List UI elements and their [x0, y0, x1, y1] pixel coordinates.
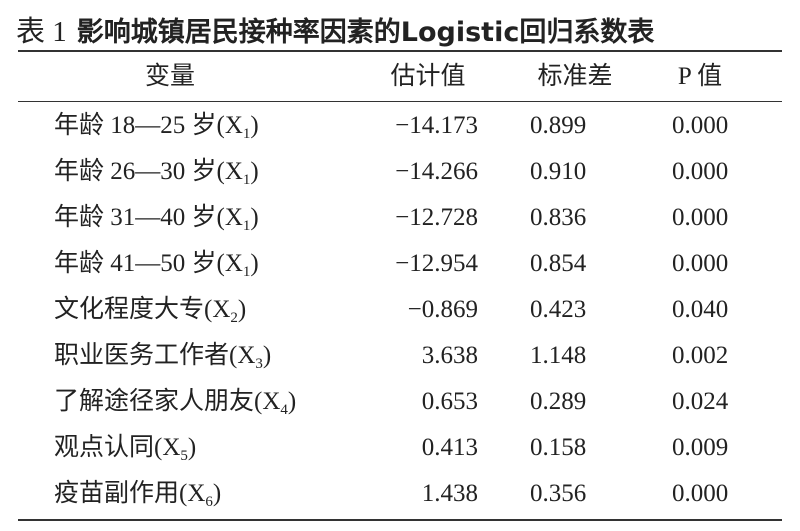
p-value-cell: 0.009 — [672, 434, 729, 461]
variable-suffix: ) — [237, 296, 247, 323]
variable-subscript: 2 — [230, 310, 238, 326]
header-cell: 估计值 — [390, 63, 466, 90]
variable-name: 文化程度大专(X — [54, 296, 231, 323]
variable-name: 年龄 31—40 岁(X — [54, 204, 243, 231]
p-value-cell: 0.024 — [672, 388, 729, 415]
variable-suffix: ) — [250, 112, 259, 139]
p-value-cell: 0.000 — [672, 480, 729, 507]
variable-suffix: ) — [212, 480, 222, 507]
header-cell: 变量 — [144, 63, 196, 90]
top-rule — [18, 50, 782, 52]
variable-subscript: 4 — [280, 402, 288, 418]
estimate-cell: 0.653 — [421, 388, 478, 415]
p-value-cell: 0.002 — [672, 342, 729, 369]
estimate-cell: −12.954 — [395, 250, 478, 277]
p-value-cell: 0.000 — [672, 250, 729, 277]
variable-suffix: ) — [250, 204, 259, 231]
variable-name: 观点认同(X — [54, 434, 181, 461]
variable-subscript: 6 — [205, 494, 213, 510]
variable-suffix: ) — [262, 342, 272, 369]
variable-suffix: ) — [250, 250, 259, 277]
variable-cell: 年龄 41—50 岁(X1) — [54, 249, 259, 287]
std-error-cell: 0.910 — [530, 158, 587, 185]
title-label: 表 1 — [16, 16, 67, 48]
p-value-cell: 0.000 — [672, 204, 729, 231]
variable-subscript: 1 — [242, 126, 251, 142]
variable-name: 了解途径家人朋友(X — [54, 388, 281, 415]
variable-cell: 文化程度大专(X2) — [54, 295, 246, 333]
variable-cell: 年龄 31—40 岁(X1) — [54, 203, 259, 241]
variable-subscript: 1 — [242, 264, 251, 280]
estimate-cell: 0.413 — [421, 434, 478, 461]
variable-suffix: ) — [287, 388, 297, 415]
variable-suffix: ) — [187, 434, 197, 461]
variable-subscript: 3 — [255, 356, 263, 372]
variable-cell: 疫苗副作用(X6) — [54, 479, 221, 517]
estimate-cell: 3.638 — [421, 342, 478, 369]
estimate-cell: −14.173 — [395, 112, 478, 139]
variable-subscript: 1 — [242, 172, 251, 188]
std-error-cell: 1.148 — [530, 342, 587, 369]
title-text: 影响城镇居民接种率因素的Logistic回归系数表 — [76, 17, 655, 48]
variable-subscript: 5 — [180, 448, 188, 464]
std-error-cell: 0.356 — [530, 480, 587, 507]
header-cell: 标准差 — [537, 63, 613, 90]
variable-name: 年龄 26—30 岁(X — [54, 158, 243, 185]
variable-name: 年龄 41—50 岁(X — [54, 250, 243, 277]
variable-cell: 年龄 26—30 岁(X1) — [54, 157, 259, 195]
p-value-cell: 0.000 — [672, 158, 729, 185]
title: 表 1 影响城镇居民接种率因素的Logistic回归系数表 — [16, 8, 654, 50]
variable-cell: 年龄 18—25 岁(X1) — [54, 111, 259, 149]
variable-name: 年龄 18—25 岁(X — [54, 112, 243, 139]
header-rule — [18, 101, 782, 102]
estimate-cell: 1.438 — [421, 480, 478, 507]
header-cell: P 值 — [677, 63, 723, 90]
bottom-rule — [18, 519, 782, 521]
variable-name: 疫苗副作用(X — [54, 480, 206, 507]
variable-name: 职业医务工作者(X — [54, 342, 256, 369]
variable-cell: 职业医务工作者(X3) — [54, 341, 271, 379]
estimate-cell: −12.728 — [395, 204, 478, 231]
estimate-cell: −0.869 — [407, 296, 478, 323]
p-value-cell: 0.040 — [672, 296, 729, 323]
std-error-cell: 0.158 — [530, 434, 587, 461]
estimate-cell: −14.266 — [395, 158, 478, 185]
std-error-cell: 0.423 — [530, 296, 587, 323]
variable-cell: 了解途径家人朋友(X4) — [54, 387, 296, 425]
std-error-cell: 0.899 — [530, 112, 587, 139]
std-error-cell: 0.854 — [530, 250, 587, 277]
variable-suffix: ) — [250, 158, 259, 185]
std-error-cell: 0.289 — [530, 388, 587, 415]
variable-subscript: 1 — [242, 218, 251, 234]
std-error-cell: 0.836 — [530, 204, 587, 231]
p-value-cell: 0.000 — [672, 112, 729, 139]
variable-cell: 观点认同(X5) — [54, 433, 196, 471]
